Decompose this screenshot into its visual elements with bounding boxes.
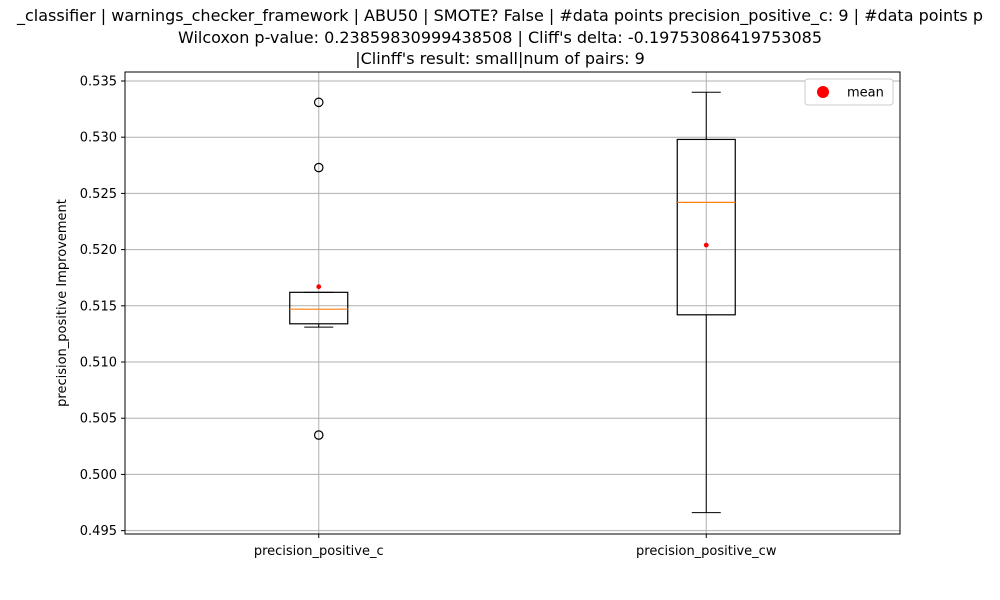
iqr-box	[289, 291, 349, 325]
legend: mean	[804, 78, 894, 106]
mean-point	[316, 284, 322, 290]
y-tick-label: 0.525	[80, 187, 117, 202]
y-tick-label: 0.515	[80, 299, 117, 314]
tick-layer: 0.495 0.500 0.505 0.510 0.515 0.520 0.525 0.530…	[80, 74, 777, 559]
y-tick-label: 0.500	[80, 468, 117, 483]
legend-box	[804, 78, 894, 106]
axes-frame	[124, 71, 901, 535]
outlier-point	[313, 97, 324, 108]
x-tick-label: precision_positive_c	[254, 544, 384, 559]
y-axis-label: precision_positive Improvement	[55, 199, 70, 407]
chart-title-line-1: _classifier | warnings_checker_framework…	[17, 6, 983, 25]
grid-layer	[125, 72, 900, 534]
legend-mean-marker	[817, 86, 829, 98]
legend-mean-label: mean	[847, 86, 884, 101]
y-tick-label: 0.520	[80, 243, 117, 258]
box-precision_positive_cw	[676, 91, 736, 514]
mean-point	[703, 242, 709, 248]
y-tick-label: 0.505	[80, 412, 117, 427]
box-precision_positive_c	[289, 97, 349, 440]
y-tick-label: 0.510	[80, 356, 117, 371]
y-tick-label: 0.535	[80, 74, 117, 89]
outlier-point	[313, 430, 324, 440]
chart-title-line-3: |Clinff's result: small|num of pairs: 9	[355, 49, 645, 68]
chart-title-line-2: Wilcoxon p-value: 0.23859830999438508 | …	[177, 28, 822, 47]
box-layer	[289, 91, 736, 514]
y-tick-label: 0.495	[80, 524, 117, 539]
outlier-point	[313, 162, 324, 173]
iqr-box	[676, 138, 736, 316]
x-tick-label: precision_positive_cw	[636, 544, 777, 559]
y-tick-label: 0.530	[80, 131, 117, 146]
